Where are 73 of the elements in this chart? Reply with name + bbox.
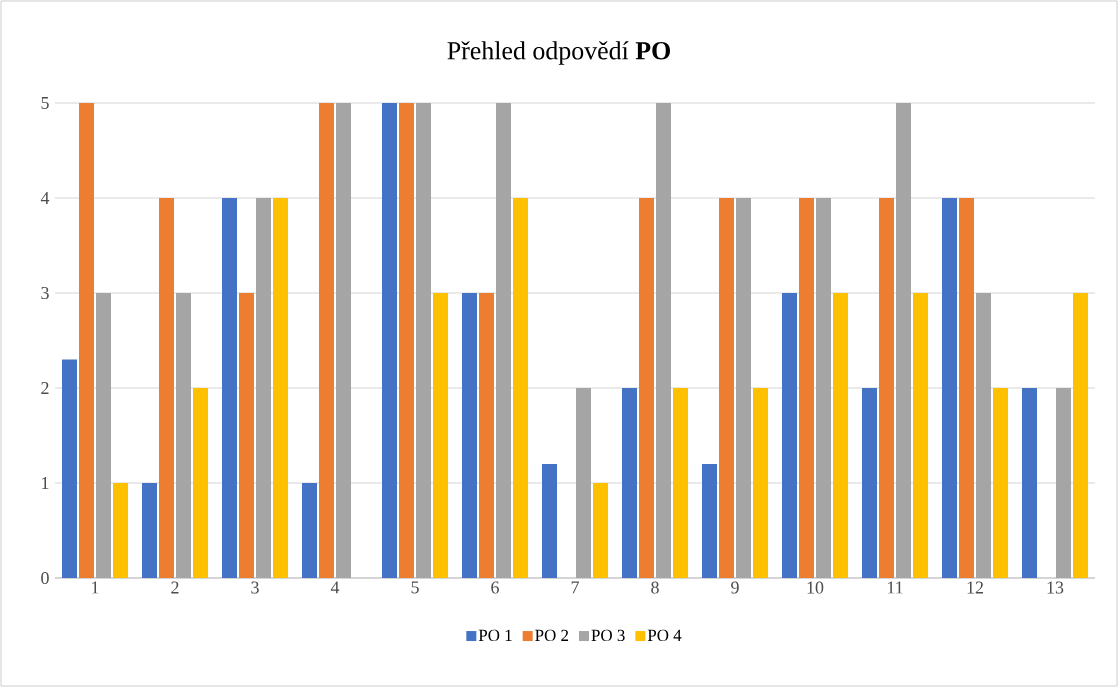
x-tick-label: 4	[330, 581, 340, 594]
bar	[496, 103, 511, 578]
bar	[399, 103, 414, 578]
x-tick-label: 3	[251, 581, 259, 594]
y-tick-label: 2	[41, 382, 49, 394]
bar	[656, 103, 671, 578]
bar	[913, 293, 928, 578]
x-tick-label: 13	[1047, 581, 1064, 594]
bar	[79, 103, 94, 578]
bar	[593, 483, 608, 578]
x-tick-label: 11	[887, 581, 903, 594]
x-tick-label: 9	[731, 581, 739, 594]
y-tick-label: 4	[40, 192, 50, 204]
bar	[273, 198, 288, 578]
bar	[896, 103, 911, 578]
y-tick-label: 0	[41, 571, 49, 585]
bar	[576, 388, 591, 578]
bar	[719, 198, 734, 578]
y-tick-label: 1	[42, 477, 49, 489]
legend-label: PO 1	[478, 629, 512, 642]
bar	[113, 483, 128, 578]
x-tick-label: 6	[491, 581, 499, 594]
bar	[816, 198, 831, 578]
x-tick-label: 12	[967, 581, 983, 594]
bar	[702, 464, 717, 578]
bar	[622, 388, 637, 578]
bar	[193, 388, 208, 578]
bar	[336, 103, 351, 578]
bar	[256, 198, 271, 578]
x-tick-label: 7	[571, 581, 579, 594]
bar	[433, 293, 448, 578]
bar	[1056, 388, 1072, 578]
bar	[862, 388, 877, 578]
x-tick-label: 5	[411, 581, 419, 594]
bar	[673, 388, 688, 578]
legend-label: PO 2	[535, 629, 569, 642]
bar	[879, 198, 894, 578]
legend-label: PO 4	[647, 629, 682, 642]
bar	[782, 293, 797, 578]
bar	[639, 198, 654, 578]
bar	[513, 198, 528, 578]
bar	[142, 483, 157, 578]
bar	[799, 198, 814, 578]
bar	[416, 103, 431, 578]
bar	[96, 293, 111, 578]
legend-label: PO 3	[591, 629, 625, 642]
bar	[222, 198, 237, 578]
bar	[62, 359, 77, 578]
bar	[1022, 388, 1038, 578]
bar	[753, 388, 768, 578]
bar	[1073, 293, 1089, 578]
x-tick-label: 8	[651, 581, 659, 594]
x-tick-label: 2	[171, 581, 179, 594]
bar	[736, 198, 751, 578]
y-tick-label: 5	[41, 97, 49, 109]
bar	[302, 483, 317, 578]
bar	[542, 464, 557, 578]
bar	[239, 293, 254, 578]
x-tick-label: 10	[807, 581, 824, 594]
bar	[942, 198, 957, 578]
bar	[479, 293, 494, 578]
bar	[176, 293, 191, 578]
x-tick-label: 1	[92, 581, 99, 594]
bar	[382, 103, 397, 578]
bar	[159, 198, 174, 578]
bar	[833, 293, 848, 578]
bar	[319, 103, 334, 578]
chart-title: Přehled odpovědí PO	[447, 41, 670, 65]
bar	[976, 293, 992, 578]
bar	[959, 198, 974, 578]
y-tick-label: 3	[41, 286, 49, 300]
bar	[462, 293, 477, 578]
bar	[993, 388, 1009, 578]
